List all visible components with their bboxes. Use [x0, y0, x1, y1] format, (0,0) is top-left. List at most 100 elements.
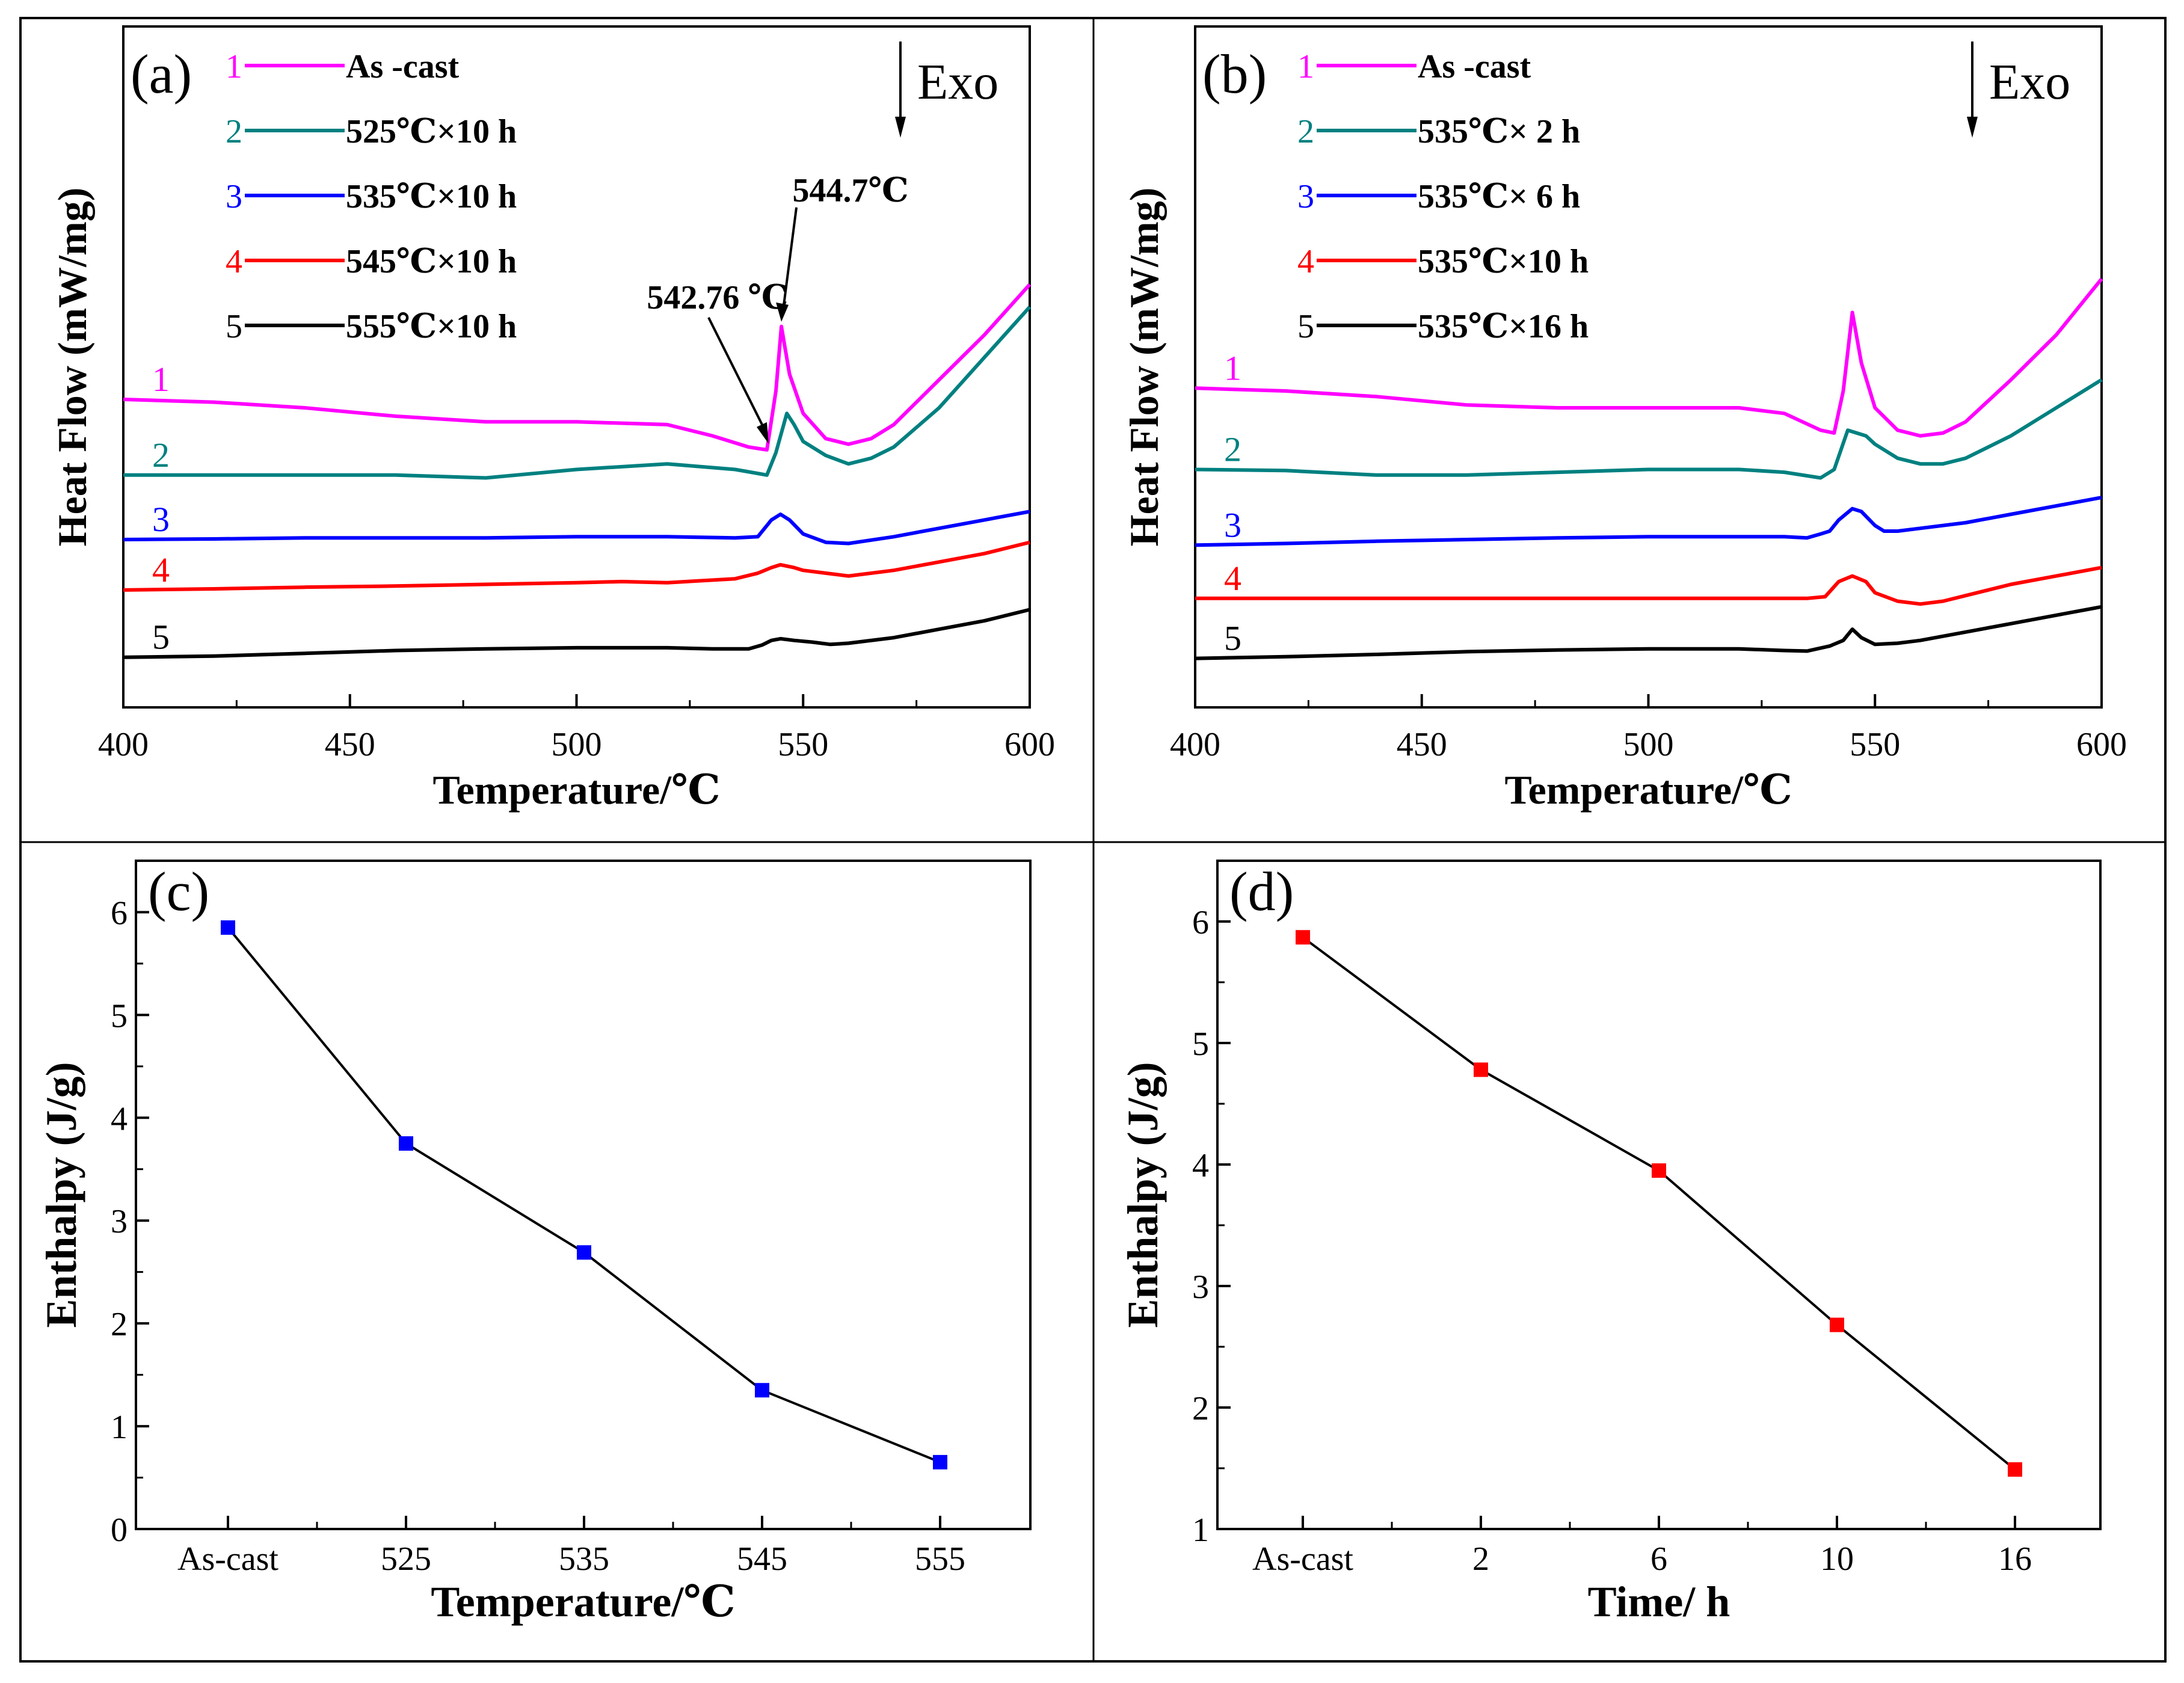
series-line: [123, 306, 1032, 480]
x-tick-label: 550: [778, 726, 828, 763]
y-tick-label: 1: [1192, 1512, 1209, 1549]
legend-number: 5: [1297, 308, 1314, 345]
x-tick-label: 535: [559, 1540, 609, 1578]
legend-number: 5: [226, 308, 242, 345]
legend-label: 525℃×10 h: [346, 113, 517, 150]
series-line: [123, 540, 1030, 592]
exo-arrow-head: [1967, 117, 1978, 138]
legend-number: 2: [1297, 113, 1314, 150]
legend-number: 1: [226, 48, 242, 85]
series-line: [123, 509, 1030, 546]
y-tick-label: 2: [111, 1306, 128, 1343]
curve-number: 1: [152, 360, 170, 399]
data-point: [399, 1136, 413, 1151]
legend-number: 4: [226, 243, 242, 280]
series-line: [123, 608, 1030, 659]
curve-number: 5: [1224, 619, 1241, 658]
plot-frame: [122, 25, 1031, 709]
legend-label: 555℃×10 h: [346, 308, 517, 345]
y-axis-label: Enthalpy (J/g): [1119, 1062, 1167, 1328]
y-axis-label: Enthalpy (J/g): [37, 1062, 85, 1328]
curve-number: 2: [1224, 429, 1241, 469]
annotation-arrow-head: [776, 302, 789, 322]
y-tick-label: 4: [1192, 1147, 1209, 1184]
exo-arrow-head: [895, 117, 906, 138]
x-tick-label: 400: [1170, 726, 1220, 763]
x-tick-label: As-cast: [177, 1540, 278, 1578]
series-line: [1195, 565, 2102, 606]
x-tick-label: 6: [1650, 1540, 1667, 1578]
curve-number: 3: [1224, 505, 1241, 544]
legend-label: As -cast: [346, 48, 460, 85]
legend-label: 535℃×16 h: [1418, 308, 1589, 345]
panel-d: 1 2 3 4 5 6 As-cast 2 6 10 16 (d) Time/ h Enthalpy (J…: [1119, 860, 2102, 1626]
plot-frame: [135, 860, 1032, 1530]
series-line: [1195, 605, 2102, 660]
x-tick-label: 450: [1397, 726, 1447, 763]
panel-c: 0 1 2 3 4 5 6 As-cast 525 535 545 555 (c) Temperature…: [37, 860, 1032, 1626]
x-tick-label: 550: [1850, 726, 1900, 763]
legend-number: 3: [226, 178, 242, 215]
panel-b: 400 450 500 550 600 Temperature/℃ Heat Flow (m…: [1121, 25, 2127, 813]
x-tick-label: 2: [1472, 1540, 1489, 1578]
x-tick-label: 16: [1998, 1540, 2032, 1578]
panel-label: (b): [1202, 43, 1267, 105]
x-tick-label: 545: [737, 1540, 787, 1578]
panel-label: (d): [1229, 861, 1294, 922]
annotation-label: 544.7℃: [793, 172, 909, 209]
legend-label: As -cast: [1418, 48, 1531, 85]
legend-number: 2: [226, 113, 242, 150]
data-point: [1296, 930, 1310, 945]
annotation-arrow-head: [756, 422, 769, 444]
exo-label: Exo: [1989, 54, 2070, 110]
exo-label: Exo: [917, 54, 998, 110]
y-axis-label: Heat Flow (mW/mg): [1121, 188, 1167, 547]
y-tick-label: 3: [111, 1203, 128, 1240]
x-tick-label: 500: [1623, 726, 1674, 763]
y-axis-label: Heat Flow (mW/mg): [49, 188, 95, 547]
series-line: [1302, 936, 2016, 1471]
series-line: [1195, 496, 2102, 547]
legend-label: 535℃×10 h: [346, 178, 517, 215]
plot-frame: [1216, 860, 2102, 1530]
series-line: [1195, 277, 2103, 438]
x-tick-label: 600: [1004, 726, 1055, 763]
annotation-arrow-shaft: [782, 207, 798, 310]
data-point: [755, 1383, 769, 1398]
panel-a: 400 450 500 550 600 Temperature/℃ Heat Flow (m…: [49, 25, 1055, 813]
curve-number: 5: [152, 618, 170, 657]
legend-label: 535℃×10 h: [1418, 243, 1589, 280]
y-tick-label: 1: [111, 1409, 128, 1446]
y-tick-label: 6: [1192, 904, 1209, 941]
series-line: [1195, 378, 2103, 480]
legend-label: 535℃× 6 h: [1418, 178, 1580, 215]
x-axis-label: Time/ h: [1588, 1578, 1730, 1626]
y-tick-label: 0: [111, 1512, 128, 1549]
curve-number: 4: [1224, 559, 1241, 598]
legend-number: 4: [1297, 243, 1314, 280]
y-tick-label: 3: [1192, 1269, 1209, 1306]
y-tick-label: 6: [111, 894, 128, 932]
legend-number: 1: [1297, 48, 1314, 85]
x-tick-label: 500: [552, 726, 602, 763]
y-tick-label: 5: [1192, 1026, 1209, 1063]
x-tick-label: 450: [325, 726, 375, 763]
x-axis-label: Temperature/℃: [431, 1578, 735, 1626]
data-point: [1830, 1317, 1844, 1332]
series-line: [123, 283, 1032, 452]
legend-number: 3: [1297, 178, 1314, 215]
data-point: [221, 920, 235, 935]
data-point: [933, 1454, 947, 1469]
annotation-arrow-shaft: [707, 316, 765, 429]
legend-label: 545℃×10 h: [346, 243, 517, 280]
annotation-label: 542.76 ℃: [647, 279, 788, 316]
series-line: [227, 926, 941, 1463]
y-tick-label: 2: [1192, 1390, 1209, 1427]
x-tick-label: 525: [381, 1540, 431, 1578]
x-tick-label: 600: [2076, 726, 2127, 763]
y-tick-label: 4: [111, 1100, 128, 1137]
x-tick-label: As-cast: [1252, 1540, 1353, 1578]
legend-label: 535℃× 2 h: [1418, 113, 1580, 150]
x-axis-label: Temperature/℃: [1504, 767, 1792, 813]
